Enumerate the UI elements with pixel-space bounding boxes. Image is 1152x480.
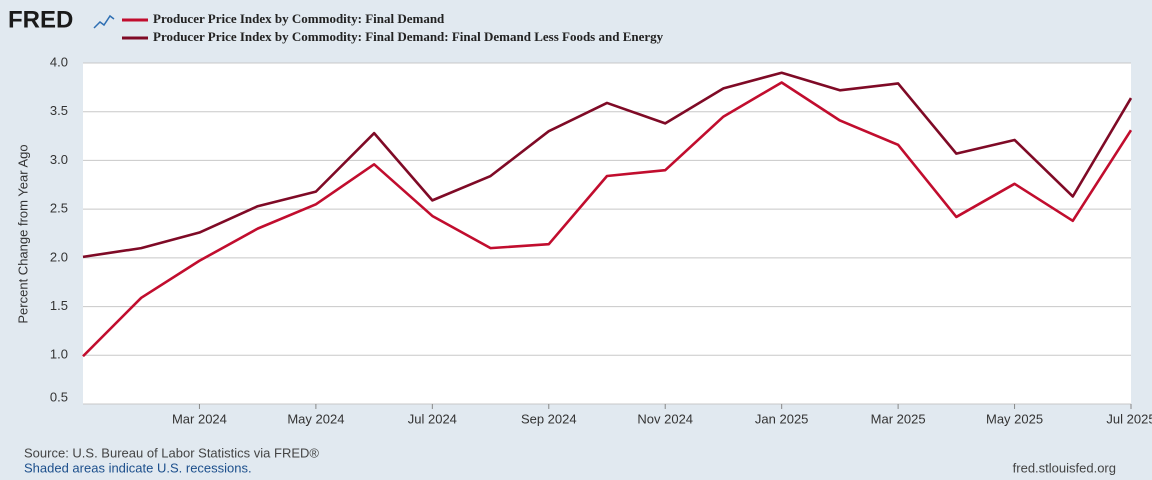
x-tick-label: May 2024 bbox=[287, 411, 344, 426]
series-line bbox=[82, 71, 1133, 259]
recession-note[interactable]: Shaded areas indicate U.S. recessions. bbox=[24, 460, 252, 475]
x-tick-label: Mar 2024 bbox=[172, 411, 227, 426]
x-tick-label: Sep 2024 bbox=[521, 411, 577, 426]
y-tick-label: 0.5 bbox=[50, 389, 68, 404]
y-tick-label: 1.0 bbox=[50, 347, 68, 362]
x-tick-label: Jan 2025 bbox=[755, 411, 809, 426]
y-tick-label: 2.5 bbox=[50, 201, 68, 216]
y-tick-label: 1.5 bbox=[50, 298, 68, 313]
x-tick-label: Nov 2024 bbox=[637, 411, 693, 426]
logo-icon bbox=[93, 14, 115, 29]
x-tick-label: Mar 2025 bbox=[871, 411, 926, 426]
y-axis-label: Percent Change from Year Ago bbox=[15, 144, 30, 323]
plot-area bbox=[83, 63, 1131, 404]
y-tick-label: 4.0 bbox=[50, 54, 68, 69]
series-line bbox=[82, 81, 1133, 358]
legend-label: Producer Price Index by Commodity: Final… bbox=[153, 11, 445, 26]
x-tick-label: Jul 2025 bbox=[1106, 411, 1152, 426]
y-tick-label: 3.5 bbox=[50, 103, 68, 118]
source: Source: U.S. Bureau of Labor Statistics … bbox=[24, 445, 319, 460]
site-url[interactable]: fred.stlouisfed.org bbox=[1013, 460, 1116, 475]
y-tick-label: 2.0 bbox=[50, 249, 68, 264]
legend-label: Producer Price Index by Commodity: Final… bbox=[153, 29, 664, 44]
logo[interactable]: FRED bbox=[8, 6, 73, 33]
x-tick-label: Jul 2024 bbox=[408, 411, 457, 426]
x-tick-label: May 2025 bbox=[986, 411, 1043, 426]
y-tick-label: 3.0 bbox=[50, 152, 68, 167]
